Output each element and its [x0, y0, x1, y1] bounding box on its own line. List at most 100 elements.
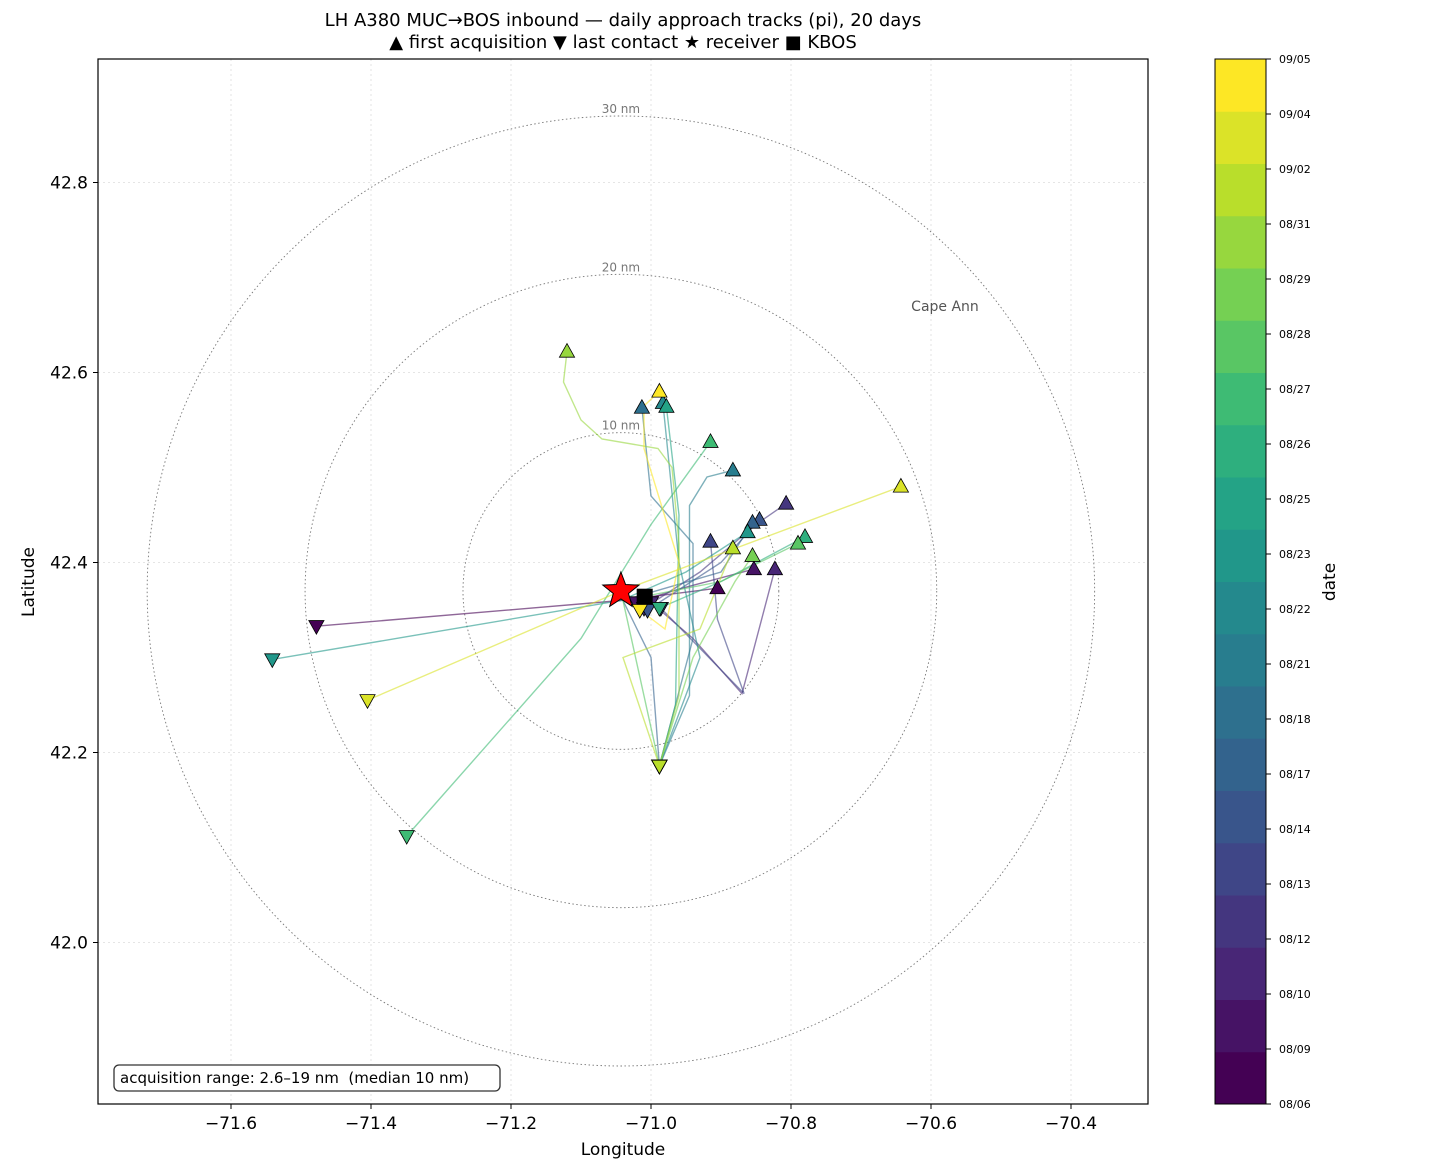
chart-title: LH A380 MUC→BOS inbound — daily approach… [325, 10, 922, 31]
first-acquisition-marker [744, 513, 761, 529]
colorbar-tick-label: 08/21 [1279, 658, 1311, 671]
colorbar-band [1215, 686, 1266, 739]
last-contact-marker [651, 759, 668, 775]
y-tick-label: 42.6 [50, 364, 88, 384]
x-tick-label: −71.4 [345, 1114, 397, 1134]
range-ring [304, 273, 938, 909]
y-tick-label: 42.4 [50, 554, 88, 574]
last-contact-marker [264, 653, 281, 669]
colorbar-tick-label: 08/22 [1279, 603, 1311, 616]
y-tick-label: 42.2 [50, 744, 88, 764]
range-annotation-box: acquisition range: 2.6–19 nm (median 10 … [113, 1064, 501, 1092]
colorbar-band [1215, 529, 1266, 582]
colorbar-band [1215, 424, 1266, 478]
y-tick-label: 42.8 [50, 174, 88, 194]
colorbar-band [1215, 215, 1266, 269]
colorbar-tick-label: 09/04 [1279, 108, 1311, 121]
colorbar-tick-label: 08/13 [1279, 878, 1311, 891]
first-acquisition-marker [709, 579, 726, 595]
x-tick-label: −70.6 [905, 1114, 957, 1134]
colorbar-band [1215, 633, 1266, 687]
track-line [639, 390, 680, 631]
first-acquisition-marker [702, 433, 719, 448]
range-ring-label: 30 nm [602, 102, 640, 116]
colorbar-band [1215, 738, 1266, 791]
x-tick-label: −71.6 [205, 1114, 257, 1134]
first-acquisition-marker [633, 398, 651, 414]
first-acquisition-marker [724, 539, 742, 555]
colorbar-band [1215, 947, 1266, 1000]
y-tick-label: 42.0 [50, 934, 88, 954]
track-line [658, 469, 734, 767]
last-contact-marker [398, 830, 415, 845]
colorbar-tick-label: 08/26 [1279, 438, 1311, 451]
range-ring [146, 115, 1096, 1067]
track-line [660, 541, 745, 695]
first-acquisition-marker [744, 547, 761, 562]
colorbar-tick-label: 08/23 [1279, 548, 1311, 561]
colorbar-tick-label: 08/12 [1279, 933, 1311, 946]
colorbar-tick-label: 08/17 [1279, 768, 1311, 781]
colorbar-band [1215, 581, 1266, 635]
colorbar-band [1215, 790, 1266, 844]
range-ring-label: 10 nm [602, 419, 640, 433]
colorbar-tick-label: 09/02 [1279, 163, 1311, 176]
colorbar-tick-label: 09/05 [1279, 53, 1311, 66]
range-rings: 10 nm 20 nm 30 nm [146, 102, 1096, 1067]
first-acquisition-marker [739, 523, 756, 539]
range-ring [462, 432, 780, 750]
colorbar-tick-label: 08/10 [1279, 988, 1311, 1001]
x-axis-ticks: −71.6 −71.4 −71.2 −71.0 −70.8 −70.6 −70.4 [205, 1104, 1097, 1134]
colorbar-band [1215, 59, 1266, 112]
grid-lines [98, 59, 1148, 1104]
first-acquisition-marker [892, 477, 910, 493]
receiver-marker [601, 570, 641, 608]
first-acquisition-marker [777, 494, 795, 510]
first-acquisition-marker [766, 560, 784, 576]
colorbar-label: date [1320, 563, 1340, 601]
colorbar-tick-label: 08/28 [1279, 328, 1311, 341]
first-acquisition-marker [702, 532, 719, 548]
colorbar-tick-label: 08/27 [1279, 383, 1311, 396]
first-acquisition-marker [745, 560, 763, 576]
range-annotation: acquisition range: 2.6–19 nm (median 10 … [120, 1069, 469, 1087]
last-contact-marker [308, 620, 325, 635]
track-line [562, 351, 680, 766]
colorbar-tick-label: 08/25 [1279, 493, 1311, 506]
first-acquisition-marker [651, 382, 668, 398]
colorbar-tick-label: 08/09 [1279, 1043, 1311, 1056]
kbos-marker [636, 588, 653, 605]
colorbar-tick-label: 08/29 [1279, 273, 1311, 286]
track-line [622, 542, 799, 766]
y-axis-label: Latitude [19, 547, 39, 617]
first-acquisition-marker [789, 534, 807, 550]
colorbar-tick-label: 08/31 [1279, 218, 1311, 231]
cape-ann-label: Cape Ann [911, 299, 979, 315]
x-tick-label: −71.2 [485, 1114, 537, 1134]
track-line [406, 441, 712, 837]
colorbar-tick-label: 08/18 [1279, 713, 1311, 726]
colorbar-band [1215, 477, 1266, 530]
colorbar-band [1215, 320, 1266, 373]
track-line [272, 531, 748, 661]
first-acquisition-marker [658, 397, 675, 413]
colorbar: 08/06 08/09 08/10 08/12 08/13 08/14 08/17 08/18… [1214, 53, 1311, 1111]
colorbar-band [1215, 163, 1266, 217]
colorbar-band [1215, 1051, 1266, 1105]
x-axis-label: Longitude [581, 1140, 666, 1160]
colorbar-band [1215, 895, 1266, 948]
colorbar-frame [1214, 58, 1267, 1105]
colorbar-band [1215, 268, 1266, 321]
last-contact-marker [651, 602, 668, 617]
colorbar-band [1215, 842, 1266, 896]
first-acquisition-marker [558, 342, 576, 358]
plot-frame [97, 58, 1149, 1105]
chart-legend-line: ▲ first acquisition ▼ last contact ★ rec… [389, 32, 857, 53]
y-axis-ticks: 42.0 42.2 42.4 42.6 42.8 [50, 174, 98, 954]
colorbar-band [1215, 372, 1266, 426]
markers [264, 342, 910, 845]
range-ring-label: 20 nm [602, 260, 640, 274]
x-tick-label: −71.0 [625, 1114, 677, 1134]
last-contact-marker [359, 694, 376, 710]
